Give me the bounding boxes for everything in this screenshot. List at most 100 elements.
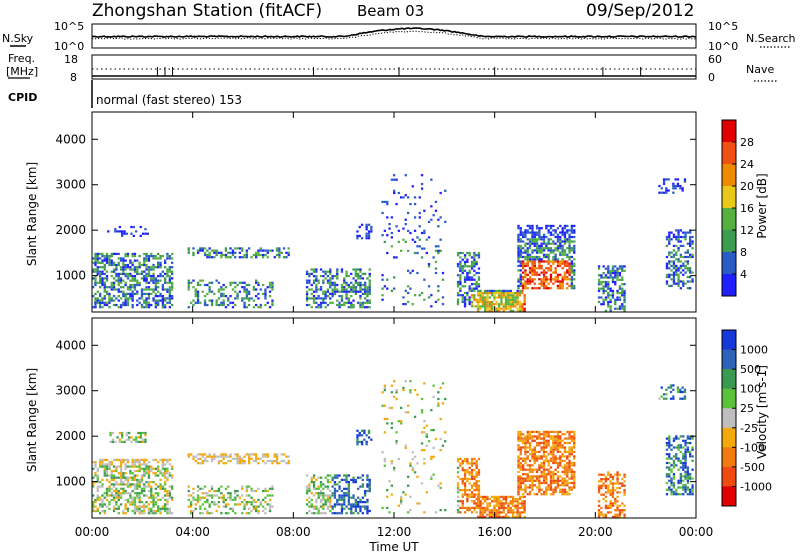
heatmap-cell [203, 485, 207, 488]
heatmap-cell [312, 494, 316, 497]
heatmap-cell [364, 297, 367, 300]
heatmap-cell [124, 458, 127, 462]
heatmap-cell [604, 274, 608, 277]
heatmap-cell [136, 492, 139, 495]
heatmap-cell [523, 298, 526, 301]
heatmap-cell [538, 258, 541, 261]
heatmap-cell [143, 467, 146, 470]
heatmap-cell [691, 253, 694, 256]
heatmap-cell [466, 471, 469, 474]
heatmap-cell [368, 489, 371, 493]
heatmap-cell [222, 301, 225, 304]
heatmap-cell [542, 441, 546, 445]
heatmap-cell [531, 242, 534, 245]
heatmap-cell [665, 448, 669, 451]
heatmap-cell [542, 280, 546, 283]
heatmap-cell [549, 278, 553, 281]
heatmap-cell [616, 269, 619, 273]
heatmap-cell [597, 511, 601, 514]
heatmap-cell [439, 216, 442, 219]
heatmap-cell [568, 437, 571, 440]
heatmap-cell [679, 459, 683, 462]
heatmap-cell [684, 475, 687, 478]
heatmap-cell [340, 509, 344, 513]
heatmap-cell [493, 303, 496, 306]
heatmap-cell [547, 253, 550, 256]
heatmap-cell [481, 498, 485, 501]
heatmap-cell [556, 264, 560, 268]
heatmap-cell [518, 506, 522, 510]
heatmap-cell [194, 455, 197, 458]
heatmap-cell [103, 467, 106, 470]
heatmap-cell [345, 290, 348, 293]
heatmap-cell [360, 223, 364, 226]
heatmap-cell [468, 471, 471, 474]
heatmap-cell [614, 298, 617, 301]
heatmap-cell [383, 384, 387, 387]
heatmap-cell [395, 442, 398, 445]
heatmap-cell [561, 453, 564, 456]
heatmap-cell [561, 479, 564, 482]
heatmap-cell [507, 515, 510, 519]
heatmap-cell [432, 473, 435, 476]
heatmap-cell [329, 474, 332, 477]
heatmap-cell [662, 180, 666, 183]
heatmap-cell [672, 455, 676, 458]
heatmap-cell [171, 277, 174, 280]
heatmap-cell [331, 290, 334, 293]
heatmap-cell [477, 469, 481, 472]
heatmap-cell [549, 267, 553, 270]
heatmap-cell [528, 479, 532, 482]
heatmap-cell [522, 262, 525, 265]
heatmap-cell [154, 255, 158, 258]
heatmap-cell [287, 462, 290, 465]
heatmap-cell [150, 512, 153, 515]
heatmap-cell [531, 229, 534, 232]
heatmap-cell [241, 512, 244, 515]
heatmap-cell [621, 482, 624, 485]
heatmap-cell [94, 281, 97, 284]
heatmap-cell [456, 511, 460, 514]
heatmap-cell [477, 289, 480, 293]
heatmap-cell [324, 292, 327, 296]
heatmap-cell [434, 249, 438, 252]
heatmap-cell [112, 270, 116, 273]
heatmap-cell [143, 299, 146, 302]
heatmap-cell [684, 439, 687, 442]
heatmap-cell [361, 283, 365, 287]
heatmap-cell [150, 255, 153, 258]
heatmap-cell [352, 288, 355, 291]
heatmap-cell [684, 466, 687, 469]
heatmap-cell [143, 489, 146, 493]
heatmap-cell [507, 509, 510, 512]
heatmap-cell [255, 455, 258, 458]
heatmap-cell [315, 275, 318, 278]
heatmap-cell [456, 300, 460, 304]
heatmap-cell [140, 478, 144, 482]
heatmap-cell [531, 435, 534, 438]
heatmap-cell [554, 441, 557, 445]
heatmap-cell [456, 460, 460, 463]
heatmap-cell [199, 496, 202, 499]
heatmap-cell [145, 494, 148, 497]
heatmap-cell [540, 280, 543, 283]
heatmap-cell [368, 481, 371, 484]
heatmap-cell [504, 303, 508, 306]
heatmap-cell [552, 475, 555, 478]
heatmap-cell [360, 429, 364, 432]
heatmap-cell [329, 494, 332, 497]
heatmap-cell [343, 492, 346, 495]
heatmap-cell [523, 511, 526, 514]
heatmap-cell [126, 299, 130, 302]
heatmap-cell [245, 292, 249, 296]
heatmap-cell [547, 278, 550, 281]
heatmap-cell [434, 245, 438, 248]
heatmap-cell [131, 252, 134, 256]
heatmap-cell [524, 488, 527, 491]
heatmap-cell [461, 502, 464, 505]
heatmap-cell [203, 253, 207, 257]
heatmap-cell [138, 509, 141, 513]
heatmap-cell [305, 299, 309, 302]
heatmap-cell [677, 448, 680, 451]
heatmap-cell [123, 232, 126, 235]
